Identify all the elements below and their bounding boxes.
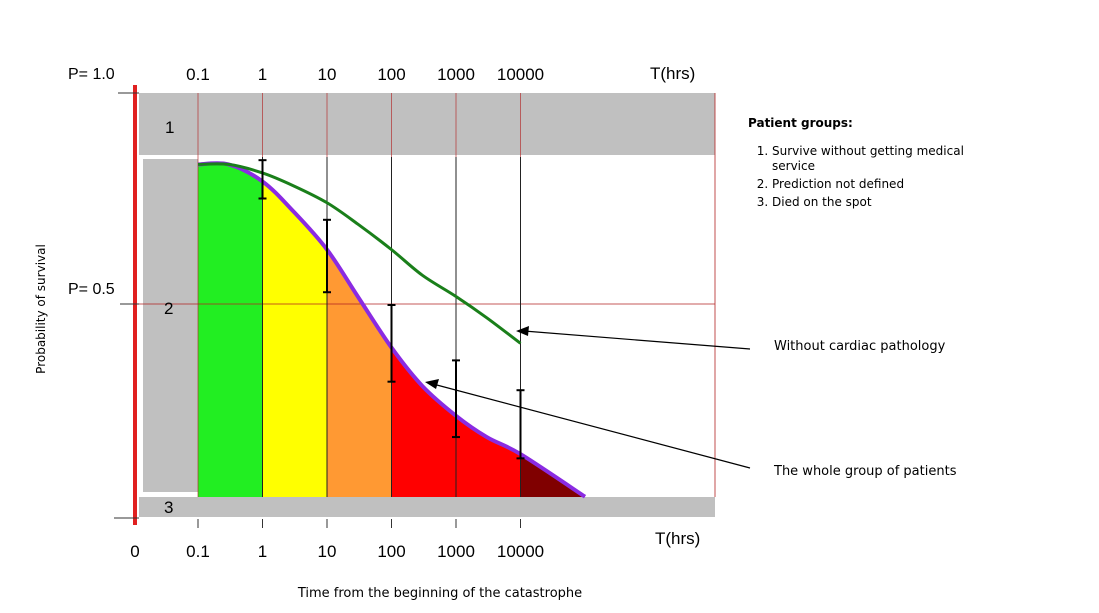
- group-label-3: 3: [164, 498, 173, 517]
- x-tick-label-top-1: 1: [258, 65, 267, 84]
- x-tick-label-top-3: 100: [377, 65, 405, 84]
- legend-item-3: Died on the spot: [772, 195, 988, 210]
- group-label-1: 1: [165, 118, 174, 137]
- annotation-arrow-2: [432, 383, 751, 469]
- x-tick-label-bottom-6: 10000: [497, 542, 544, 561]
- x-tick-label-bottom-4: 100: [377, 542, 405, 561]
- curve-without-cardiac: [197, 162, 522, 345]
- y-tick-label-top: P= 1.0: [68, 66, 115, 83]
- x-tick-label-bottom-5: 1000: [437, 542, 475, 561]
- color-band-1: [198, 163, 263, 497]
- x-tick-label-top-4: 1000: [437, 65, 475, 84]
- group-label-2: 2: [164, 299, 173, 318]
- annotation-arrow-1: [523, 330, 751, 350]
- legend-list: Survive without getting medical service …: [748, 144, 988, 210]
- x-ticks-bottom: 0 0.1 1 10 100 1000 10000: [130, 542, 544, 561]
- x-tick-label-top-2: 10: [318, 65, 337, 84]
- annotation-arrowhead-2: [425, 379, 439, 389]
- group-3-band: [139, 497, 715, 517]
- legend: Patient groups: Survive without getting …: [748, 116, 988, 213]
- y-tick-label-mid: P= 0.5: [68, 281, 115, 298]
- x-tick-label-bottom-2: 1: [258, 542, 267, 561]
- y-axis-title: Probability of survival: [34, 244, 48, 374]
- annotation-label-2: The whole group of patients: [773, 464, 957, 479]
- group-1-band: [139, 93, 715, 155]
- group-2-band: [143, 159, 198, 492]
- annotation-label-1: Without cardiac pathology: [774, 339, 946, 354]
- x-ticks-top: 0.1 1 10 100 1000 10000: [186, 65, 544, 84]
- x-tick-label-top-0: 0.1: [186, 65, 210, 84]
- curves: [197, 161, 587, 499]
- x-unit-label-top: T(hrs): [650, 64, 695, 83]
- x-tick-label-top-5: 10000: [497, 65, 544, 84]
- x-unit-label-bottom: T(hrs): [655, 529, 700, 548]
- legend-item-1: Survive without getting medical service: [772, 144, 988, 174]
- legend-item-2: Prediction not defined: [772, 177, 988, 192]
- curve-whole-group: [197, 161, 587, 499]
- x-tick-label-bottom-0: 0: [130, 542, 139, 561]
- annotation-arrowhead-1: [516, 326, 529, 336]
- x-tick-label-bottom-3: 10: [318, 542, 337, 561]
- color-band-2: [262, 163, 327, 497]
- legend-title: Patient groups:: [748, 116, 853, 130]
- color-band-3: [327, 163, 392, 497]
- x-axis-title: Time from the beginning of the catastrop…: [297, 586, 582, 601]
- x-tick-label-bottom-1: 0.1: [186, 542, 210, 561]
- color-band-5: [520, 163, 585, 497]
- grid: [139, 93, 716, 528]
- error-bars: [258, 159, 525, 460]
